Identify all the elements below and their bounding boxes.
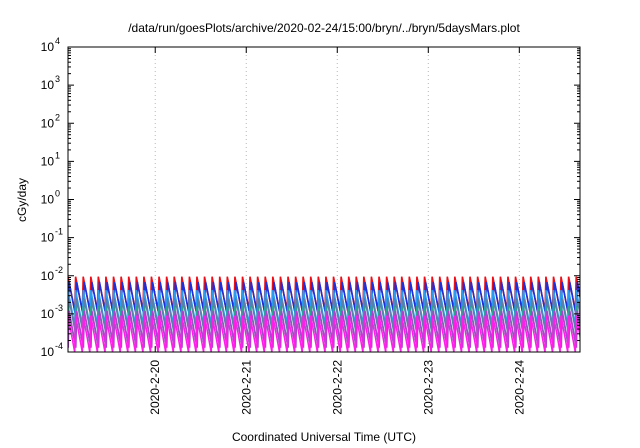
x-tick-label: 2020-2-21 — [239, 360, 253, 415]
y-tick-label: 10 — [41, 116, 55, 130]
y-tick-exponent: -3 — [55, 303, 63, 313]
y-tick-exponent: -2 — [55, 265, 63, 275]
x-tick-label: 2020-2-24 — [512, 360, 526, 415]
grid — [154, 47, 520, 352]
x-axis-ticks: 2020-2-20 2020-2-21 2020-2-22 2020-2-23 2020… — [148, 47, 526, 415]
y-tick-label: 10 — [41, 154, 55, 168]
series-group — [68, 276, 580, 352]
y-tick-exponent: 0 — [55, 189, 60, 199]
y-axis-label: cGy/day — [15, 178, 29, 222]
chart-title: /data/run/goesPlots/archive/2020-02-24/1… — [128, 21, 520, 35]
y-tick-label: 10 — [41, 269, 55, 283]
y-tick-exponent: -1 — [55, 227, 63, 237]
series-line — [68, 315, 580, 352]
y-tick-exponent: 1 — [55, 150, 60, 160]
y-tick-label: 10 — [41, 40, 55, 54]
y-tick-label: 10 — [41, 307, 55, 321]
y-tick-label: 10 — [41, 78, 55, 92]
y-tick-exponent: -4 — [55, 341, 63, 351]
x-tick-label: 2020-2-23 — [421, 360, 435, 415]
y-tick-label: 10 — [41, 231, 55, 245]
x-tick-label: 2020-2-20 — [148, 360, 162, 415]
y-tick-label: 10 — [41, 345, 55, 359]
x-axis-label: Coordinated Universal Time (UTC) — [232, 430, 416, 444]
y-tick-label: 10 — [41, 193, 55, 207]
x-tick-label: 2020-2-22 — [330, 360, 344, 415]
y-tick-exponent: 4 — [55, 36, 60, 46]
y-tick-exponent: 2 — [55, 112, 60, 122]
y-tick-exponent: 3 — [55, 74, 60, 84]
